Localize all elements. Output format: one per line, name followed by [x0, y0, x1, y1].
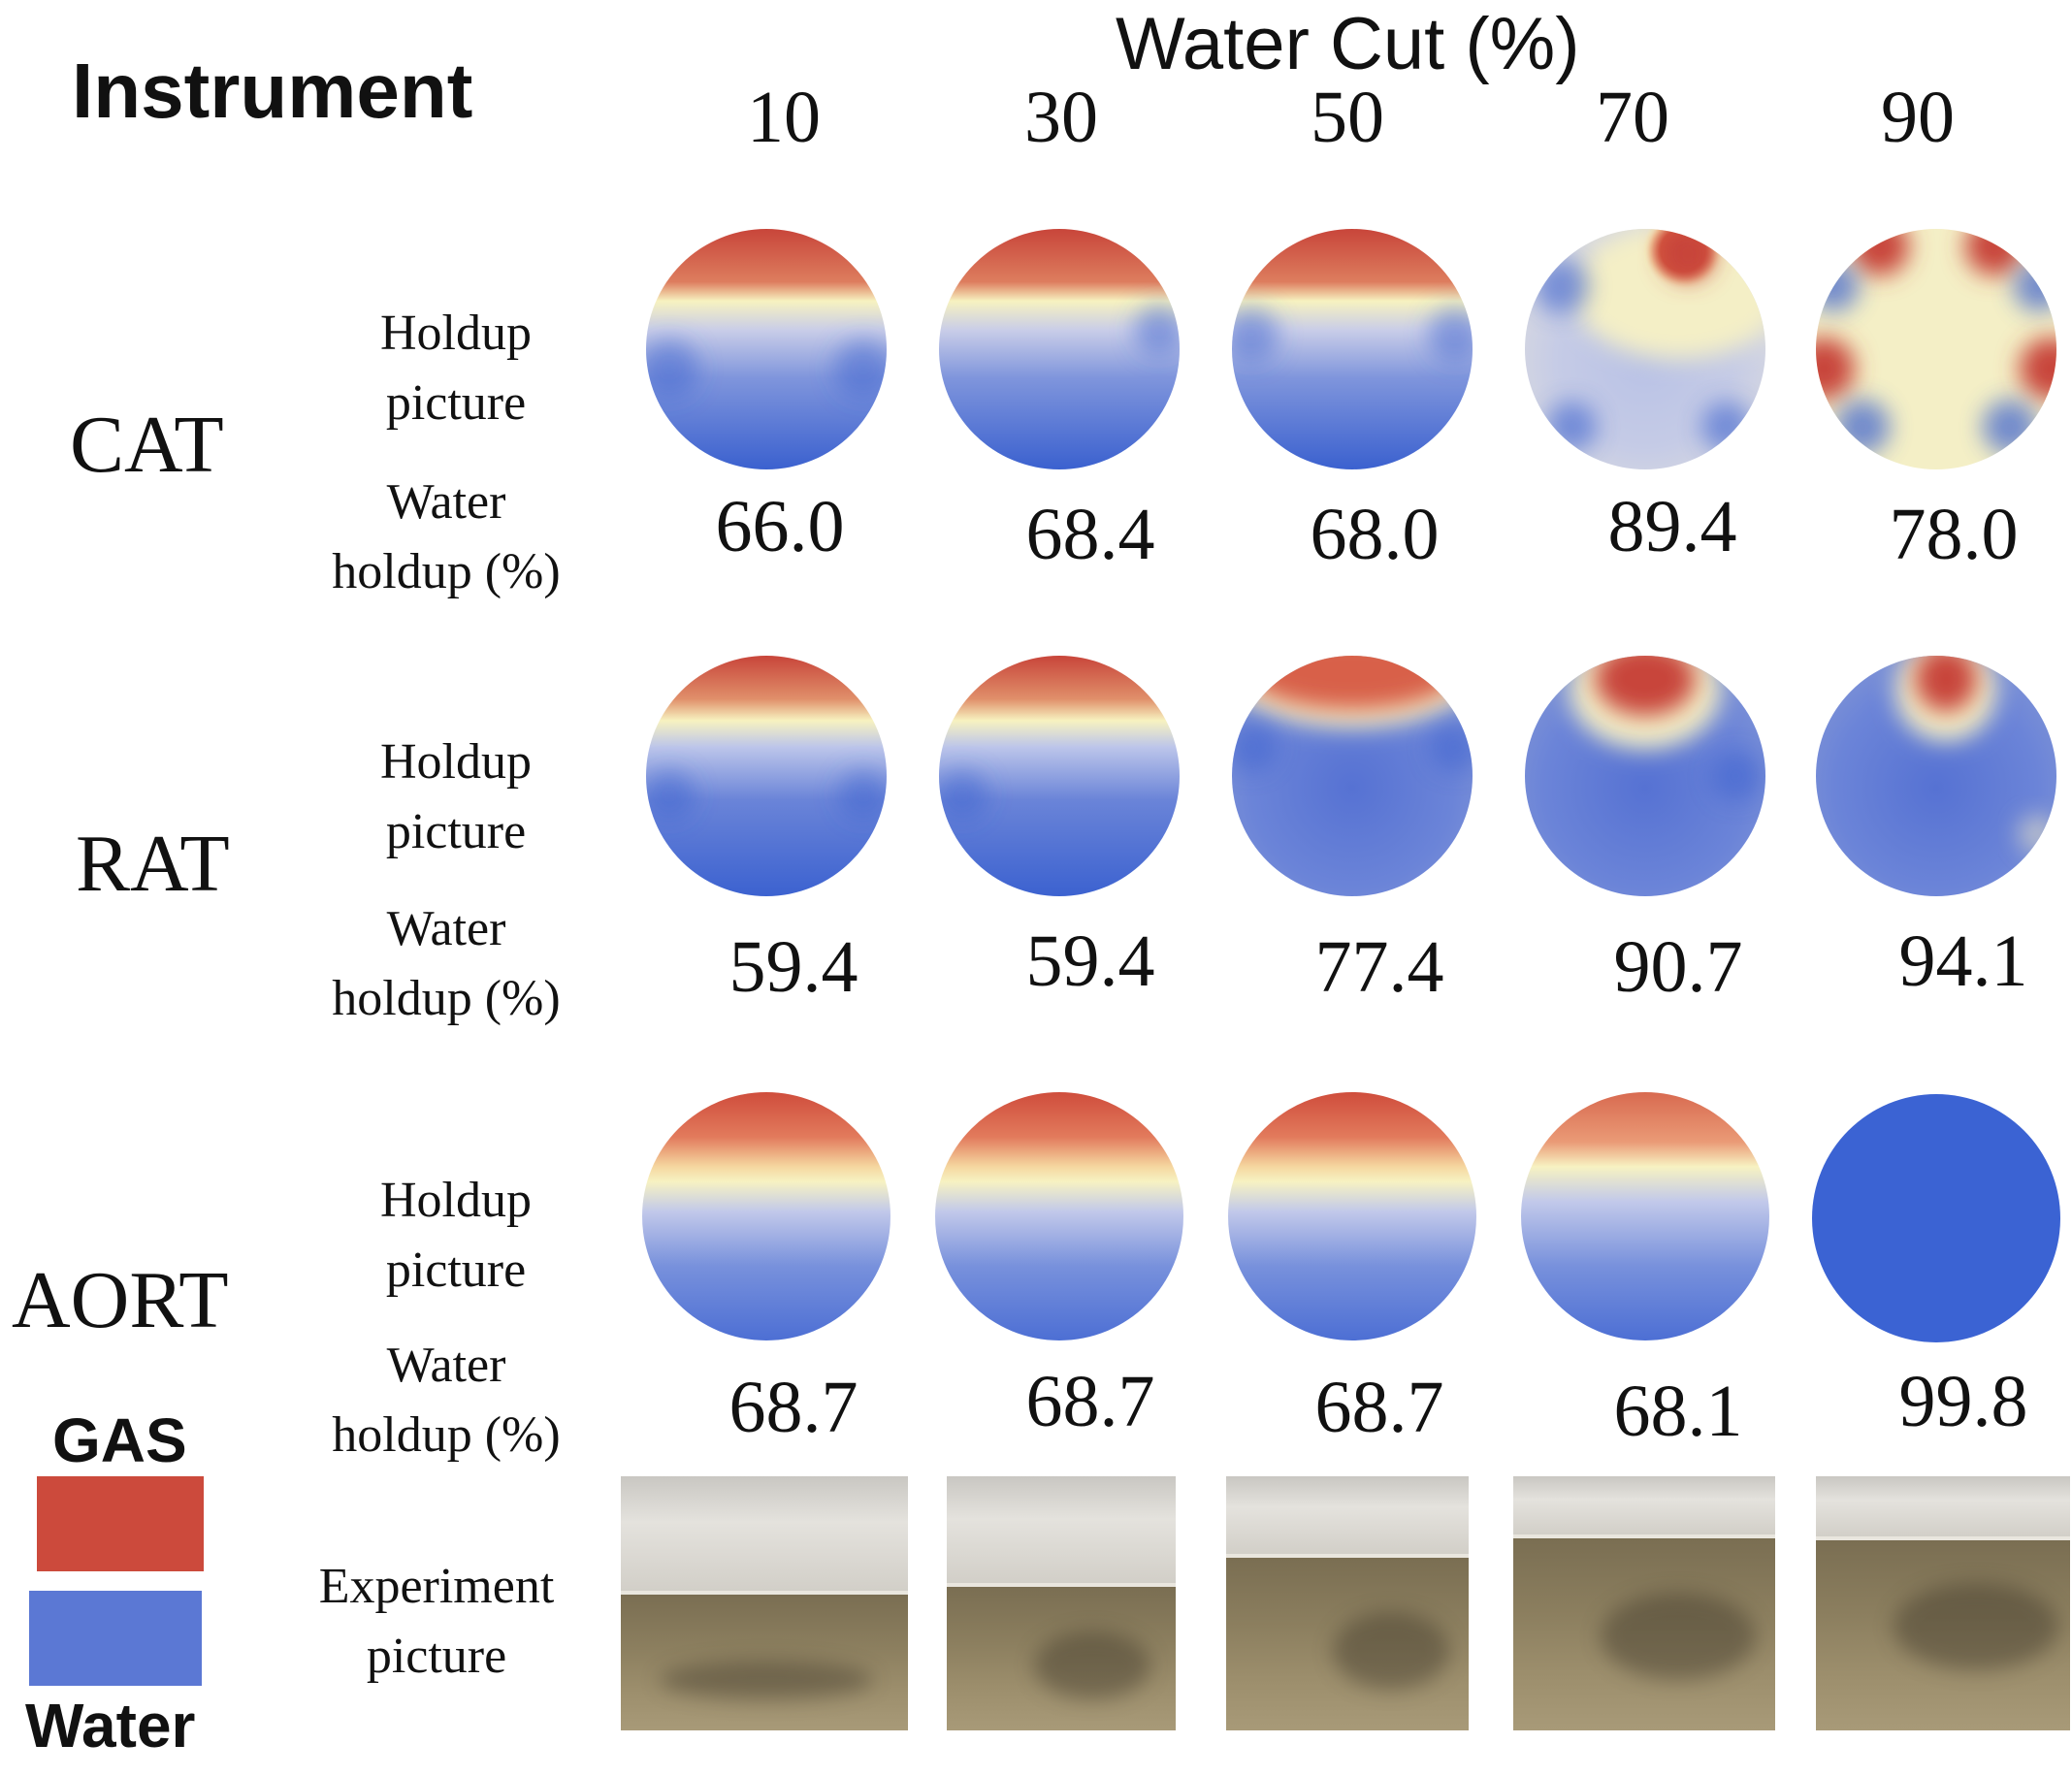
water-holdup-aort-70: 68.1: [1613, 1371, 1743, 1452]
water-label-line2: holdup (%): [332, 1407, 561, 1463]
experiment-label-line2: picture: [366, 1629, 507, 1684]
water-cut-header: Water Cut (%): [1116, 3, 1580, 85]
holdup-picture-label-cat: Holdup picture: [340, 299, 572, 438]
holdup-picture-rat-10: [646, 656, 887, 896]
water-holdup-cat-70: 89.4: [1607, 486, 1737, 567]
water-cut-30: 30: [1024, 77, 1098, 158]
water-holdup-label-aort: Water holdup (%): [301, 1331, 592, 1470]
holdup-picture-rat-70: [1525, 656, 1765, 896]
water-holdup-aort-50: 68.7: [1314, 1367, 1444, 1448]
legend-gas-label: GAS: [52, 1405, 187, 1475]
experiment-picture-label: Experiment picture: [291, 1552, 582, 1692]
water-holdup-rat-30: 59.4: [1025, 920, 1155, 1002]
instrument-name-cat: CAT: [70, 400, 224, 490]
holdup-picture-aort-70: [1521, 1092, 1769, 1340]
water-holdup-cat-30: 68.4: [1025, 494, 1155, 575]
water-cut-90: 90: [1881, 77, 1955, 158]
holdup-label-line2: picture: [385, 375, 527, 431]
holdup-picture-rat-50: [1232, 656, 1473, 896]
water-holdup-aort-90: 99.8: [1898, 1361, 2028, 1442]
experiment-picture-10: [621, 1476, 908, 1730]
holdup-label-line1: Holdup: [380, 734, 532, 790]
water-cut-10: 10: [747, 77, 821, 158]
water-holdup-cat-10: 66.0: [715, 486, 845, 567]
holdup-picture-rat-90: [1816, 656, 2056, 896]
water-holdup-cat-90: 78.0: [1889, 494, 2019, 575]
water-cut-70: 70: [1596, 77, 1669, 158]
instrument-header: Instrument: [72, 48, 473, 134]
holdup-picture-label-rat: Holdup picture: [340, 727, 572, 867]
water-label-line1: Water: [386, 474, 506, 530]
water-label-line2: holdup (%): [332, 971, 561, 1026]
water-holdup-rat-10: 59.4: [728, 926, 858, 1008]
holdup-label-line1: Holdup: [380, 1173, 532, 1228]
experiment-picture-50: [1226, 1476, 1469, 1730]
legend-water-swatch: [29, 1591, 202, 1686]
water-holdup-rat-90: 94.1: [1898, 920, 2028, 1002]
holdup-picture-cat-30: [939, 229, 1180, 469]
water-label-line2: holdup (%): [332, 544, 561, 599]
holdup-picture-aort-50: [1228, 1092, 1476, 1340]
water-holdup-label-rat: Water holdup (%): [301, 894, 592, 1034]
experiment-picture-70: [1513, 1476, 1775, 1730]
water-holdup-label-cat: Water holdup (%): [301, 468, 592, 607]
holdup-label-line2: picture: [385, 1243, 527, 1298]
holdup-picture-aort-10: [642, 1092, 890, 1340]
water-holdup-cat-50: 68.0: [1310, 494, 1440, 575]
experiment-picture-30: [947, 1476, 1176, 1730]
experiment-picture-90: [1816, 1476, 2070, 1730]
experiment-label-line1: Experiment: [318, 1559, 555, 1614]
holdup-picture-cat-50: [1232, 229, 1473, 469]
water-cut-50: 50: [1311, 77, 1384, 158]
water-holdup-aort-10: 68.7: [728, 1367, 858, 1448]
legend-gas-swatch: [37, 1476, 204, 1571]
holdup-picture-cat-90: [1816, 229, 2056, 469]
water-holdup-rat-50: 77.4: [1314, 926, 1444, 1008]
instrument-name-aort: AORT: [12, 1255, 229, 1345]
holdup-picture-aort-30: [935, 1092, 1183, 1340]
water-holdup-rat-70: 90.7: [1613, 926, 1743, 1008]
holdup-picture-label-aort: Holdup picture: [340, 1166, 572, 1306]
instrument-name-rat: RAT: [76, 819, 230, 909]
holdup-picture-cat-10: [646, 229, 887, 469]
water-label-line1: Water: [386, 1338, 506, 1393]
holdup-picture-aort-90: [1812, 1094, 2060, 1342]
holdup-label-line1: Holdup: [380, 306, 532, 361]
legend-water-label: Water: [25, 1691, 196, 1760]
holdup-picture-rat-30: [939, 656, 1180, 896]
water-label-line1: Water: [386, 901, 506, 956]
holdup-picture-cat-70: [1525, 229, 1765, 469]
water-holdup-aort-30: 68.7: [1025, 1361, 1155, 1442]
holdup-label-line2: picture: [385, 804, 527, 859]
